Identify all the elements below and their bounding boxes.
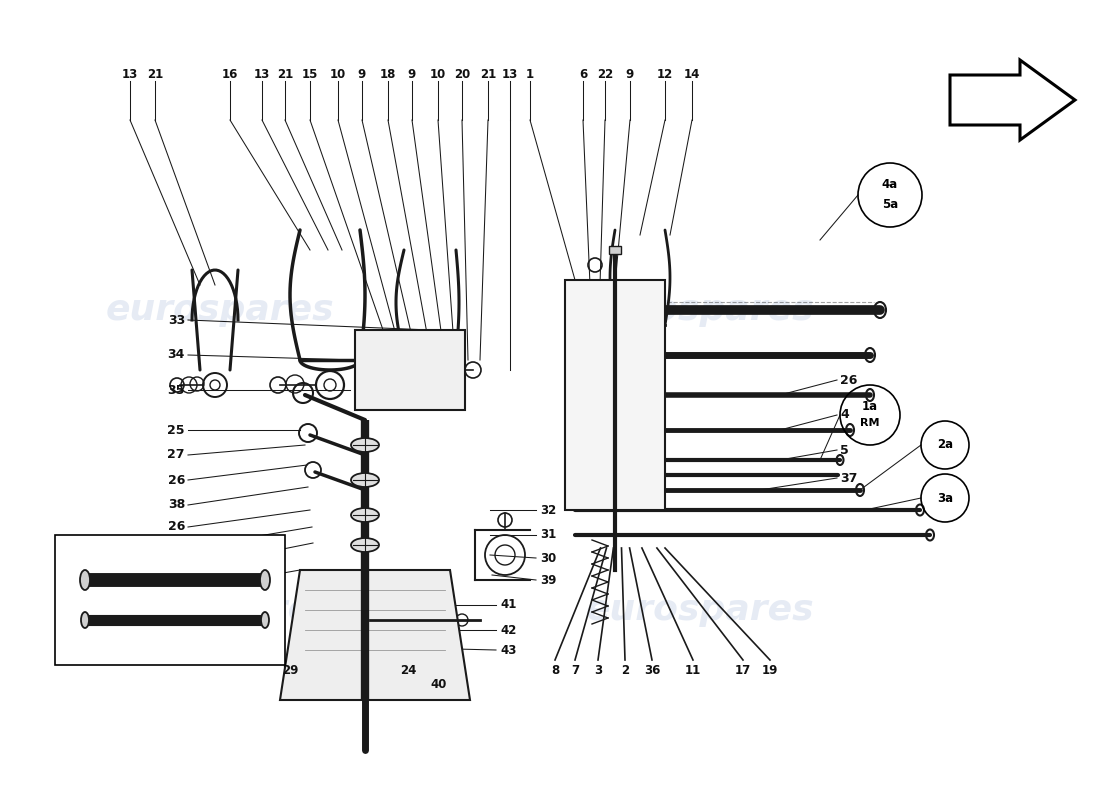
Ellipse shape: [261, 612, 270, 628]
Circle shape: [402, 662, 418, 678]
Ellipse shape: [351, 438, 380, 452]
Circle shape: [402, 592, 418, 608]
Text: 24: 24: [400, 663, 417, 677]
Text: 40: 40: [430, 678, 447, 691]
Text: 26: 26: [167, 474, 185, 486]
Text: 5a: 5a: [882, 198, 898, 211]
Text: 19: 19: [762, 663, 778, 677]
Ellipse shape: [926, 530, 934, 541]
Text: 37: 37: [840, 471, 857, 485]
Text: RM: RM: [860, 418, 880, 428]
Text: 20: 20: [454, 69, 470, 82]
Text: 32: 32: [540, 503, 557, 517]
Text: 9: 9: [626, 69, 634, 82]
Text: 17: 17: [735, 663, 751, 677]
Ellipse shape: [260, 570, 270, 590]
Text: 42: 42: [500, 623, 516, 637]
Text: 22: 22: [597, 69, 613, 82]
Text: 26: 26: [167, 562, 185, 574]
Text: 21: 21: [147, 69, 163, 82]
Text: 21: 21: [277, 69, 293, 82]
FancyBboxPatch shape: [368, 612, 382, 628]
Text: 21: 21: [480, 69, 496, 82]
Ellipse shape: [846, 424, 854, 436]
Text: 13: 13: [502, 69, 518, 82]
Text: 10: 10: [430, 69, 447, 82]
Text: 8: 8: [551, 663, 559, 677]
Text: eurospares: eurospares: [106, 593, 334, 627]
Ellipse shape: [351, 473, 380, 487]
Text: 13: 13: [254, 69, 271, 82]
Text: 12: 12: [657, 69, 673, 82]
FancyBboxPatch shape: [609, 246, 622, 254]
Text: 14: 14: [684, 69, 701, 82]
Text: 29: 29: [101, 543, 119, 557]
Text: 34: 34: [167, 349, 185, 362]
Text: 15: 15: [301, 69, 318, 82]
Text: 30: 30: [540, 551, 557, 565]
Ellipse shape: [351, 538, 380, 552]
Text: 38: 38: [167, 498, 185, 511]
FancyBboxPatch shape: [355, 330, 465, 410]
Text: 11: 11: [685, 663, 701, 677]
Circle shape: [312, 592, 328, 608]
Text: 28: 28: [167, 542, 185, 554]
Text: 16: 16: [222, 69, 239, 82]
Circle shape: [640, 295, 650, 305]
Text: 7: 7: [571, 663, 579, 677]
Ellipse shape: [865, 348, 874, 362]
Text: 35: 35: [167, 383, 185, 397]
Ellipse shape: [874, 302, 886, 318]
Text: 18: 18: [379, 69, 396, 82]
Text: 29: 29: [282, 663, 298, 677]
Text: 4: 4: [840, 409, 849, 422]
Text: 1: 1: [526, 69, 535, 82]
Text: 41: 41: [500, 598, 516, 611]
Ellipse shape: [80, 570, 90, 590]
Circle shape: [580, 295, 590, 305]
Text: 2a: 2a: [937, 438, 953, 451]
FancyBboxPatch shape: [565, 280, 666, 510]
Text: 9: 9: [408, 69, 416, 82]
Circle shape: [312, 662, 328, 678]
Text: eurospares: eurospares: [106, 293, 334, 327]
Text: 43: 43: [500, 643, 516, 657]
Ellipse shape: [916, 505, 924, 515]
Text: 36: 36: [644, 663, 660, 677]
Text: eurospares: eurospares: [585, 293, 814, 327]
Ellipse shape: [866, 389, 874, 401]
Text: 2: 2: [620, 663, 629, 677]
Text: 3a: 3a: [937, 491, 953, 505]
Ellipse shape: [836, 455, 844, 465]
Text: 26: 26: [840, 374, 857, 386]
Text: 9: 9: [358, 69, 366, 82]
Text: 25: 25: [167, 423, 185, 437]
Text: 31: 31: [540, 529, 557, 542]
Text: 13: 13: [122, 69, 139, 82]
Text: 33: 33: [167, 314, 185, 326]
Text: 26: 26: [167, 521, 185, 534]
Text: 4a: 4a: [882, 178, 898, 191]
Ellipse shape: [351, 508, 380, 522]
Circle shape: [580, 455, 590, 465]
Circle shape: [640, 455, 650, 465]
Text: 39: 39: [540, 574, 557, 586]
Text: 23: 23: [167, 583, 185, 597]
Text: eurospares: eurospares: [585, 593, 814, 627]
FancyBboxPatch shape: [55, 535, 285, 665]
Polygon shape: [280, 570, 470, 700]
Text: 6: 6: [579, 69, 587, 82]
Text: 10: 10: [330, 69, 346, 82]
Ellipse shape: [856, 484, 864, 496]
Polygon shape: [950, 60, 1075, 140]
Text: 1a: 1a: [862, 401, 878, 414]
Text: 5: 5: [840, 443, 849, 457]
Ellipse shape: [81, 612, 89, 628]
Text: 3: 3: [594, 663, 602, 677]
Text: 27: 27: [167, 449, 185, 462]
